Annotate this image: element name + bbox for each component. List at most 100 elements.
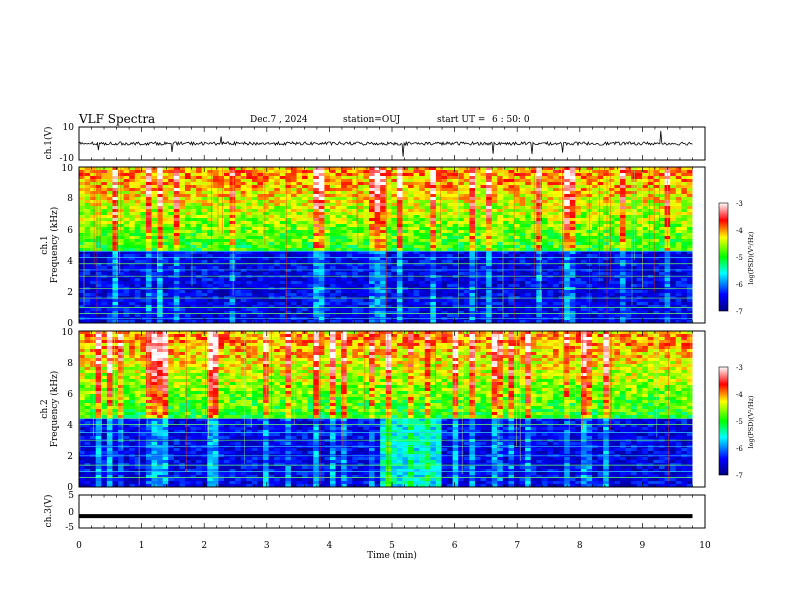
spectrogram-cell bbox=[173, 224, 180, 228]
spectrogram-cell bbox=[441, 236, 448, 240]
spectrogram-cell bbox=[290, 281, 298, 285]
spectrogram-cell bbox=[162, 284, 169, 288]
spectrogram-cell bbox=[129, 305, 136, 309]
spectrogram-cell bbox=[369, 302, 376, 306]
spectrogram-cell bbox=[402, 290, 409, 294]
spectrogram-cell bbox=[95, 230, 102, 234]
spectrogram-cell bbox=[564, 185, 571, 189]
spectrogram-cell bbox=[374, 311, 381, 315]
spectrogram-cell bbox=[363, 266, 370, 270]
spectrogram-cell bbox=[603, 179, 610, 183]
spectrogram-cell bbox=[452, 266, 459, 270]
spectrogram-cell bbox=[603, 320, 610, 324]
spectrogram-cell bbox=[134, 188, 141, 192]
spectrogram-cell bbox=[207, 212, 214, 216]
spectrogram-cell bbox=[151, 173, 158, 177]
spectrogram-cell bbox=[101, 302, 108, 306]
spectrogram-cell bbox=[447, 224, 454, 228]
spectrogram-cell bbox=[608, 218, 615, 222]
spectrogram-cell bbox=[580, 194, 588, 198]
spectrogram-cell bbox=[190, 293, 197, 297]
spectrogram-cell bbox=[296, 251, 303, 255]
spectrogram-cell bbox=[296, 257, 303, 261]
spectrogram-cell bbox=[84, 317, 91, 321]
spectrogram-cell bbox=[413, 269, 420, 273]
spectrogram-cell bbox=[441, 194, 448, 198]
spectrogram-cell bbox=[168, 311, 175, 315]
spectrogram-cell bbox=[212, 248, 219, 252]
spectrogram-cell bbox=[536, 251, 543, 255]
spectrogram-cell bbox=[458, 173, 465, 177]
spectrogram-cell bbox=[90, 167, 97, 171]
spectrogram-cell bbox=[452, 320, 459, 324]
spectrogram-cell bbox=[363, 245, 370, 249]
spectrogram-cell bbox=[212, 218, 219, 222]
spectrogram-cell bbox=[463, 248, 470, 252]
spectrogram-cell bbox=[307, 212, 314, 216]
spectrogram-cell bbox=[558, 254, 565, 258]
spectrogram-cell bbox=[224, 185, 231, 189]
spectrogram-cell bbox=[207, 227, 214, 231]
spectrogram-cell bbox=[564, 227, 571, 231]
spectrogram-cell bbox=[268, 212, 275, 216]
spectrogram-cell bbox=[268, 224, 275, 228]
spectrogram-cell bbox=[235, 281, 242, 285]
spectrogram-cell bbox=[224, 227, 231, 231]
spectrogram-cell bbox=[592, 278, 599, 282]
spectrogram-cell bbox=[302, 293, 309, 297]
spectrogram-cell bbox=[318, 302, 325, 306]
spectrogram-cell bbox=[240, 206, 247, 210]
spectrogram-cell bbox=[530, 227, 537, 231]
spectrogram-cell bbox=[207, 218, 214, 222]
spectrogram-cell bbox=[413, 248, 420, 252]
spectrogram-cell bbox=[251, 254, 258, 258]
spectrogram-cell bbox=[235, 236, 242, 240]
spectrogram-cell bbox=[207, 236, 214, 240]
spectrogram-cell bbox=[101, 317, 108, 321]
spectrogram-cell bbox=[79, 203, 86, 207]
spectrogram-cell bbox=[385, 266, 392, 270]
spectrogram-cell bbox=[536, 215, 543, 219]
spectrogram-cell bbox=[441, 203, 448, 207]
spectrogram-cell bbox=[318, 194, 325, 198]
spectrogram-cell bbox=[201, 308, 208, 312]
spectrogram-cell bbox=[235, 227, 242, 231]
spectrogram-cell bbox=[218, 218, 225, 222]
spectrogram-cell bbox=[112, 263, 119, 267]
spectrogram-cell bbox=[79, 272, 86, 276]
spectrogram-cell bbox=[201, 185, 208, 189]
spectrogram-cell bbox=[324, 269, 331, 273]
spectrogram-cell bbox=[608, 209, 615, 213]
spectrogram-cell bbox=[430, 239, 437, 243]
spectrogram-cell bbox=[302, 317, 309, 321]
spectrogram-cell bbox=[380, 200, 387, 204]
spectrogram-cell bbox=[341, 299, 348, 303]
spectrogram-cell bbox=[268, 257, 275, 261]
spectrogram-cell bbox=[435, 245, 443, 249]
spectrogram-cell bbox=[458, 203, 465, 207]
spectrogram-cell bbox=[212, 305, 219, 309]
spectrogram-cell bbox=[157, 260, 164, 264]
spectrogram-cell bbox=[296, 194, 303, 198]
spectrogram-cell bbox=[279, 194, 286, 198]
spectrogram-cell bbox=[318, 275, 325, 279]
spectrogram-cell bbox=[212, 308, 219, 312]
spectrogram-cell bbox=[218, 242, 225, 246]
station-label: station=OUJ bbox=[343, 115, 401, 125]
spectrogram-cell bbox=[201, 275, 208, 279]
spectrogram-cell bbox=[452, 224, 459, 228]
spectrogram-cell bbox=[296, 245, 303, 249]
spectrogram-cell bbox=[184, 302, 192, 306]
spectrogram-cell bbox=[385, 179, 392, 183]
spectrogram-cell bbox=[341, 167, 348, 171]
spectrogram-cell bbox=[369, 227, 376, 231]
spectrogram-cell bbox=[184, 254, 192, 258]
spectrogram-cell bbox=[608, 245, 615, 249]
spectrogram-cell bbox=[480, 272, 487, 276]
spectrogram-cell bbox=[251, 221, 258, 225]
spectrogram-cell bbox=[235, 302, 242, 306]
spectrogram-cell bbox=[374, 188, 381, 192]
spectrogram-cell bbox=[592, 251, 599, 255]
spectrogram-cell bbox=[391, 254, 398, 258]
